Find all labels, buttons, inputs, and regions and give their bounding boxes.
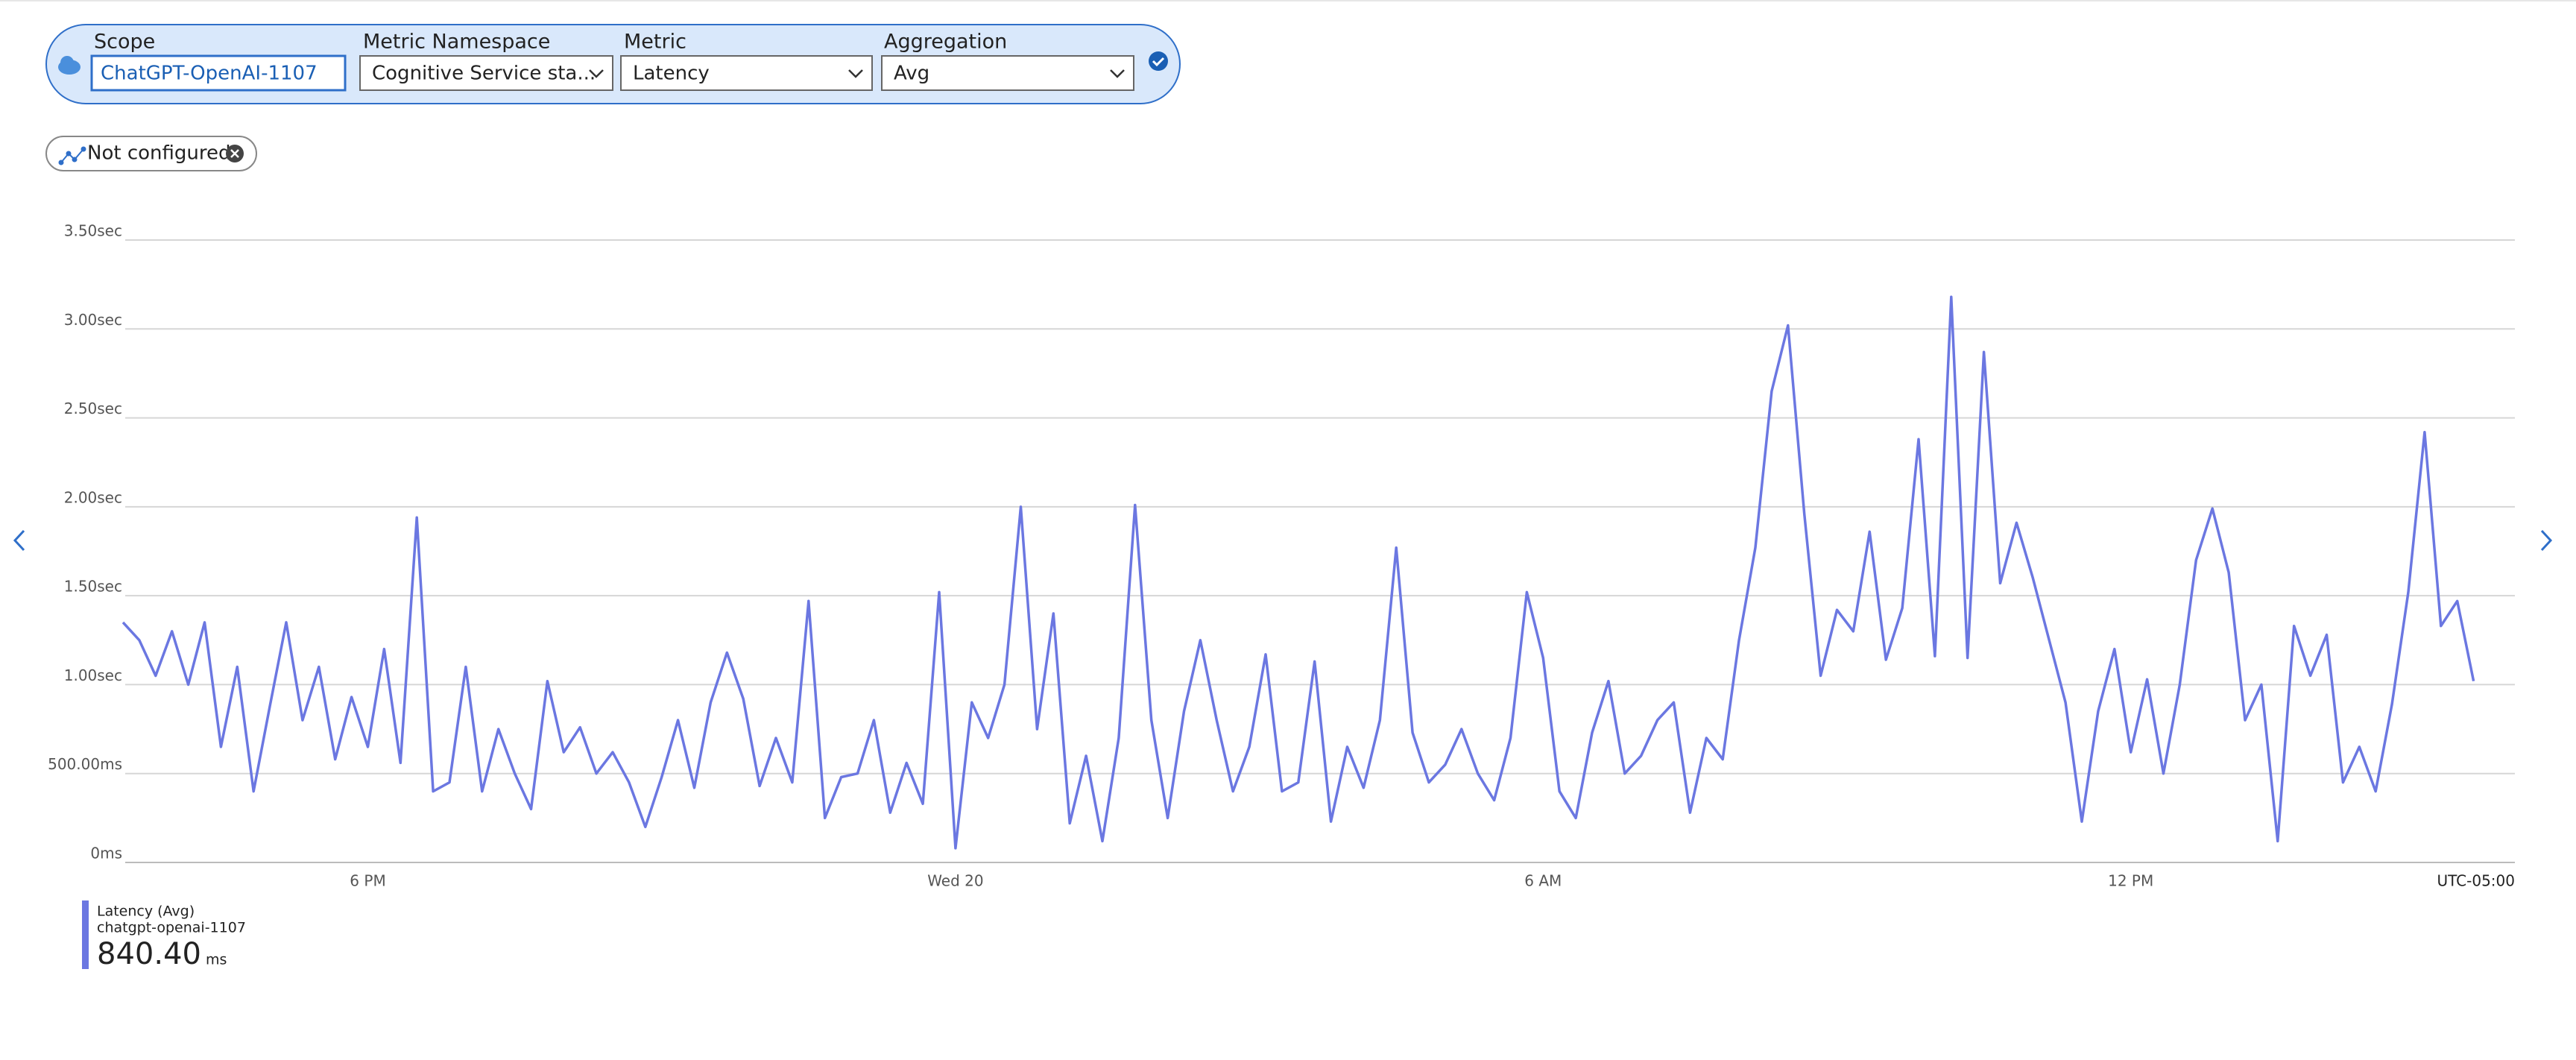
chevron bbox=[589, 69, 604, 78]
filter-pill[interactable] bbox=[45, 136, 257, 171]
metric-dropdown[interactable] bbox=[620, 55, 873, 91]
y-tick-label: 3.00sec bbox=[64, 311, 122, 329]
timezone-label: UTC-05:00 bbox=[2437, 872, 2515, 890]
filter-icon bbox=[58, 146, 86, 165]
y-tick-label: 2.50sec bbox=[64, 400, 122, 417]
y-tick-label: 1.00sec bbox=[64, 666, 122, 684]
y-tick-label: 500.00ms bbox=[48, 755, 122, 773]
metric-value: Latency bbox=[633, 63, 710, 85]
scope-input[interactable] bbox=[90, 54, 347, 92]
scope-value: ChatGPT-OpenAI-1107 bbox=[101, 63, 318, 85]
legend-value: 840.40 bbox=[97, 937, 201, 971]
x-tick-label: 6 AM bbox=[1524, 872, 1562, 890]
nav-previous[interactable] bbox=[13, 529, 25, 552]
legend-unit: ms bbox=[206, 952, 227, 968]
series-line bbox=[121, 295, 2475, 850]
y-tick-label: 2.00sec bbox=[64, 488, 122, 506]
aggregation-dropdown[interactable] bbox=[881, 55, 1134, 91]
legend-swatch bbox=[82, 900, 89, 969]
x-tick-label: 6 PM bbox=[350, 872, 385, 890]
remove-filter[interactable] bbox=[226, 145, 244, 163]
metric-label: Metric bbox=[624, 31, 686, 54]
aggregation-label: Aggregation bbox=[884, 31, 1007, 54]
x-tick-label: 12 PM bbox=[2108, 872, 2153, 890]
namespace-value: Cognitive Service sta... bbox=[372, 63, 596, 85]
scope-label: Scope bbox=[94, 31, 155, 54]
namespace-label: Metric Namespace bbox=[363, 31, 550, 54]
y-tick-label: 1.50sec bbox=[64, 578, 122, 596]
confirm-button[interactable] bbox=[1149, 51, 1168, 71]
filter-label: Not configured bbox=[87, 142, 230, 165]
cloud-icon bbox=[58, 56, 80, 75]
nav-next[interactable] bbox=[2540, 529, 2553, 552]
legend-resource: chatgpt-openai-1107 bbox=[97, 920, 246, 936]
y-tick-label: 3.50sec bbox=[64, 222, 122, 240]
namespace-dropdown[interactable] bbox=[359, 55, 613, 91]
y-tick-label: 0ms bbox=[90, 845, 122, 862]
aggregation-value: Avg bbox=[894, 63, 929, 85]
legend-name: Latency (Avg) bbox=[97, 903, 195, 920]
chevron bbox=[848, 69, 863, 78]
x-tick-label: Wed 20 bbox=[927, 872, 983, 890]
chevron bbox=[1110, 69, 1125, 78]
